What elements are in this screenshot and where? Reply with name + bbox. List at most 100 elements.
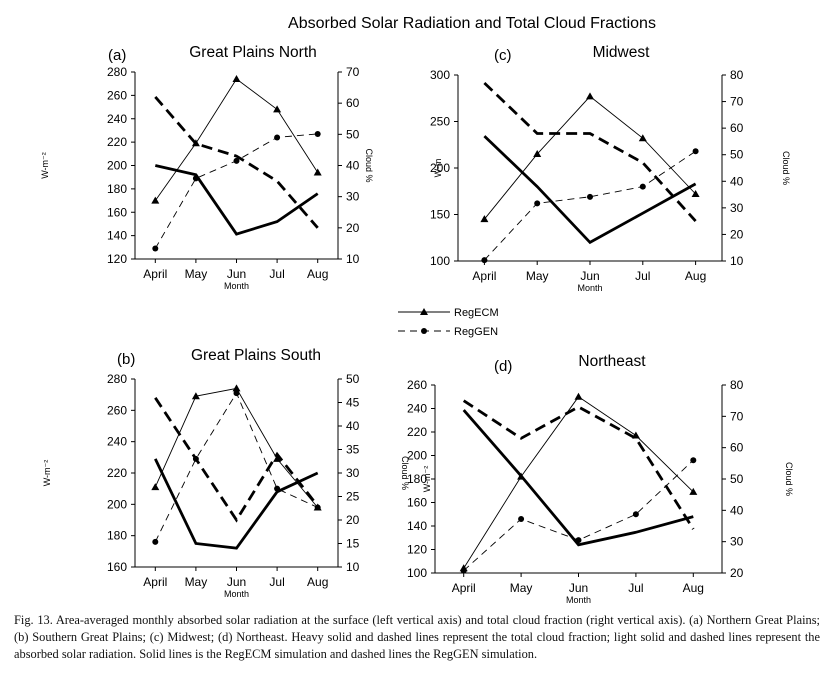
left-tick-label: 100 xyxy=(430,254,450,268)
triangle-marker xyxy=(480,215,489,223)
right-tick-label: 50 xyxy=(730,472,744,486)
x-tick-label: Aug xyxy=(685,269,706,283)
regecm-radiation-line xyxy=(154,387,319,508)
panel-title: Northeast xyxy=(578,353,646,370)
right-tick-label: 50 xyxy=(730,148,744,162)
circle-marker xyxy=(152,538,159,545)
x-tick-label: Jun xyxy=(227,575,246,589)
right-tick-label: 30 xyxy=(730,535,744,549)
panel-letter: (c) xyxy=(494,47,512,64)
figure-title: Absorbed Solar Radiation and Total Cloud… xyxy=(288,15,656,32)
left-tick-label: 220 xyxy=(107,135,127,149)
right-tick-label: 50 xyxy=(346,127,360,141)
x-tick-label: Jul xyxy=(635,269,650,283)
x-tick-label: May xyxy=(526,269,549,283)
legend-label-regecm: RegECM xyxy=(454,307,499,319)
regecm-cloud-line xyxy=(154,458,319,550)
circle-marker xyxy=(274,134,281,141)
figure-canvas: Absorbed Solar Radiation and Total Cloud… xyxy=(40,15,794,605)
triangle-marker xyxy=(574,392,583,400)
reggen-radiation-line xyxy=(484,150,696,261)
regecm-cloud-line xyxy=(483,135,697,245)
right-tick-label: 45 xyxy=(346,396,360,410)
x-tick-label: May xyxy=(510,581,533,595)
left-tick-label: 160 xyxy=(107,205,127,219)
circle-marker xyxy=(481,257,488,264)
panel-title: Great Plains North xyxy=(189,44,317,61)
legend: RegECM RegGEN xyxy=(398,307,499,338)
left-tick-label: 120 xyxy=(107,252,127,266)
left-tick-label: 100 xyxy=(407,566,427,580)
x-tick-label: Jun xyxy=(569,581,588,595)
panel-a: 120 140 160 180 200 220 240 260 280 10 20 30 40 50 60 7… xyxy=(40,44,374,291)
left-tick-label: 140 xyxy=(407,519,427,533)
y2-axis-label: Cloud % xyxy=(400,456,410,490)
circle-marker xyxy=(233,390,240,397)
right-tick-label: 20 xyxy=(730,227,744,241)
y-axis-label: W-m⁻² xyxy=(42,460,52,487)
right-tick-label: 40 xyxy=(730,503,744,517)
left-tick-label: 180 xyxy=(107,182,127,196)
left-tick-label: 300 xyxy=(430,68,450,82)
legend-marker-reggen xyxy=(421,328,427,334)
right-tick-label: 40 xyxy=(346,419,360,433)
right-tick-label: 50 xyxy=(346,372,360,386)
right-tick-label: 30 xyxy=(346,466,360,480)
panels: 120 140 160 180 200 220 240 260 280 10 20 30 40 50 60 7… xyxy=(40,44,794,605)
x-tick-label: April xyxy=(143,575,167,589)
panel-title: Midwest xyxy=(593,44,651,61)
reggen-cloud-line xyxy=(462,399,695,530)
panel-letter: (a) xyxy=(108,47,126,64)
reggen-cloud-line xyxy=(154,95,319,229)
x-tick-label: April xyxy=(472,269,496,283)
right-tick-label: 15 xyxy=(346,537,360,551)
circle-marker xyxy=(460,567,467,574)
left-tick-label: 220 xyxy=(107,466,127,480)
x-tick-label: April xyxy=(452,581,476,595)
regecm-cloud-line xyxy=(462,409,694,547)
circle-marker xyxy=(314,504,321,511)
panel-letter: (b) xyxy=(117,351,135,368)
right-tick-label: 10 xyxy=(346,252,360,266)
left-tick-label: 240 xyxy=(107,112,127,126)
x-axis-label: Month xyxy=(577,283,602,293)
left-tick-label: 240 xyxy=(407,402,427,416)
triangle-marker xyxy=(533,150,542,158)
circle-marker xyxy=(152,245,159,252)
left-tick-label: 150 xyxy=(430,208,450,222)
x-tick-label: Jul xyxy=(628,581,643,595)
regecm-radiation-line xyxy=(154,78,319,201)
circle-marker xyxy=(534,200,541,207)
left-tick-label: 120 xyxy=(407,543,427,557)
circle-marker xyxy=(233,157,240,164)
x-tick-label: Jun xyxy=(580,269,599,283)
x-tick-label: Jul xyxy=(269,575,284,589)
left-tick-label: 200 xyxy=(107,497,127,511)
left-tick-label: 220 xyxy=(407,425,427,439)
triangle-marker xyxy=(638,134,647,142)
left-tick-label: 240 xyxy=(107,435,127,449)
circle-marker xyxy=(314,130,321,137)
triangle-marker xyxy=(313,168,322,176)
left-tick-label: 180 xyxy=(107,529,127,543)
right-tick-label: 80 xyxy=(730,68,744,82)
left-tick-label: 200 xyxy=(107,159,127,173)
triangle-marker xyxy=(273,454,282,462)
panel-title: Great Plains South xyxy=(191,347,321,364)
right-tick-label: 20 xyxy=(730,566,744,580)
y-axis-label: W-m⁻² xyxy=(422,466,432,493)
circle-marker xyxy=(632,511,639,518)
x-tick-label: Jul xyxy=(269,267,284,281)
panel-c: 100 150 200 250 300 10 20 30 40 50 60 70 80 April May J… xyxy=(430,44,791,293)
left-tick-label: 250 xyxy=(430,115,450,129)
right-tick-label: 35 xyxy=(346,443,360,457)
x-tick-label: Aug xyxy=(307,267,328,281)
y-axis-label: W-m⁻² xyxy=(40,152,50,179)
left-tick-label: 280 xyxy=(107,372,127,386)
x-tick-label: Aug xyxy=(683,581,704,595)
triangle-marker xyxy=(191,392,200,400)
panel-letter: (d) xyxy=(494,358,512,375)
y2-axis-label: Cloud % xyxy=(781,151,791,185)
circle-marker xyxy=(639,183,646,190)
x-tick-label: May xyxy=(185,267,208,281)
